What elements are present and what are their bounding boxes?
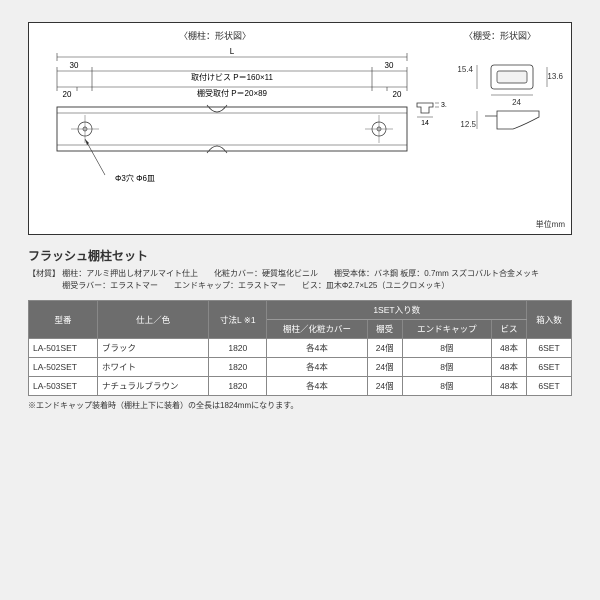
table-cell: 8個 — [402, 377, 491, 396]
table-cell: ブラック — [97, 339, 208, 358]
table-cell: 1820 — [209, 358, 267, 377]
table-cell: 各4本 — [267, 339, 367, 358]
table-cell: 24個 — [367, 339, 402, 358]
svg-text:20: 20 — [63, 90, 72, 99]
table-cell: 6SET — [527, 339, 572, 358]
diagram-panel: 〈棚柱：形状図〉 〈棚受：形状図〉 L 30 30 20 20 取付けビス P＝… — [28, 22, 572, 235]
th-length: 寸法L ※1 — [209, 301, 267, 339]
table-cell: LA-503SET — [29, 377, 98, 396]
table-row: LA-501SETブラック1820各4本24個8個48本6SET — [29, 339, 572, 358]
spec-table: 型番 仕上／色 寸法L ※1 1SET入り数 箱入数 棚柱／化粧カバー 棚受 エ… — [28, 300, 572, 396]
materials-text: 【材質】 棚柱：アルミ押出し材アルマイト仕上 化粧カバー：硬質塩化ビニル 棚受本… — [28, 268, 572, 292]
table-cell: 8個 — [402, 339, 491, 358]
svg-text:Φ3穴 Φ6皿: Φ3穴 Φ6皿 — [115, 173, 155, 183]
th-model: 型番 — [29, 301, 98, 339]
table-cell: 24個 — [367, 358, 402, 377]
table-cell: ホワイト — [97, 358, 208, 377]
materials-line-2: 棚受ラバー：エラストマー エンドキャップ：エラストマー ビス：皿木Φ2.7×L2… — [28, 280, 572, 292]
table-cell: 6SET — [527, 358, 572, 377]
th-screw: ビス — [491, 320, 526, 339]
svg-text:3.5: 3.5 — [441, 102, 447, 109]
dim-125: 12.5 — [460, 120, 476, 129]
table-cell: 1820 — [209, 339, 267, 358]
table-cell: ナチュラルブラウン — [97, 377, 208, 396]
table-cell: 48本 — [491, 358, 526, 377]
th-endcap: エンドキャップ — [402, 320, 491, 339]
table-cell: 24個 — [367, 377, 402, 396]
svg-text:14: 14 — [421, 120, 429, 127]
footnote: ※エンドキャップ装着時（棚柱上下に装着）の全長は1824mmになります。 — [28, 400, 572, 411]
table-cell: 8個 — [402, 358, 491, 377]
table-cell: 各4本 — [267, 358, 367, 377]
table-cell: 各4本 — [267, 377, 367, 396]
table-cell: LA-501SET — [29, 339, 98, 358]
section-title: フラッシュ棚柱セット — [28, 247, 572, 264]
dim-154: 15.4 — [457, 65, 473, 74]
rail-diagram: L 30 30 20 20 取付けビス P＝160×11 棚受取付 P＝20×8… — [37, 47, 447, 222]
materials-line-1: 【材質】 棚柱：アルミ押出し材アルマイト仕上 化粧カバー：硬質塩化ビニル 棚受本… — [28, 268, 572, 280]
table-row: LA-502SETホワイト1820各4本24個8個48本6SET — [29, 358, 572, 377]
svg-text:20: 20 — [393, 90, 402, 99]
table-cell: 48本 — [491, 377, 526, 396]
th-setgroup: 1SET入り数 — [267, 301, 527, 320]
table-cell: 1820 — [209, 377, 267, 396]
th-finish: 仕上／色 — [97, 301, 208, 339]
svg-text:棚受取付 P＝20×89: 棚受取付 P＝20×89 — [197, 88, 268, 98]
table-cell: 6SET — [527, 377, 572, 396]
table-row: LA-503SETナチュラルブラウン1820各4本24個8個48本6SET — [29, 377, 572, 396]
svg-text:30: 30 — [385, 61, 394, 70]
svg-text:取付けビス P＝160×11: 取付けビス P＝160×11 — [191, 72, 273, 82]
diag-title-pillar: 〈棚柱：形状図〉 — [179, 29, 251, 42]
dim-24: 24 — [512, 98, 521, 107]
table-cell: 48本 — [491, 339, 526, 358]
dim-136: 13.6 — [547, 72, 563, 81]
svg-text:30: 30 — [70, 61, 79, 70]
th-box: 箱入数 — [527, 301, 572, 339]
table-cell: LA-502SET — [29, 358, 98, 377]
svg-text:L: L — [230, 47, 235, 56]
th-bracket: 棚受 — [367, 320, 402, 339]
diag-title-bracket: 〈棚受：形状図〉 — [464, 29, 536, 42]
unit-label: 単位mm — [536, 219, 565, 230]
th-pillar: 棚柱／化粧カバー — [267, 320, 367, 339]
bracket-diagram — [469, 61, 559, 191]
